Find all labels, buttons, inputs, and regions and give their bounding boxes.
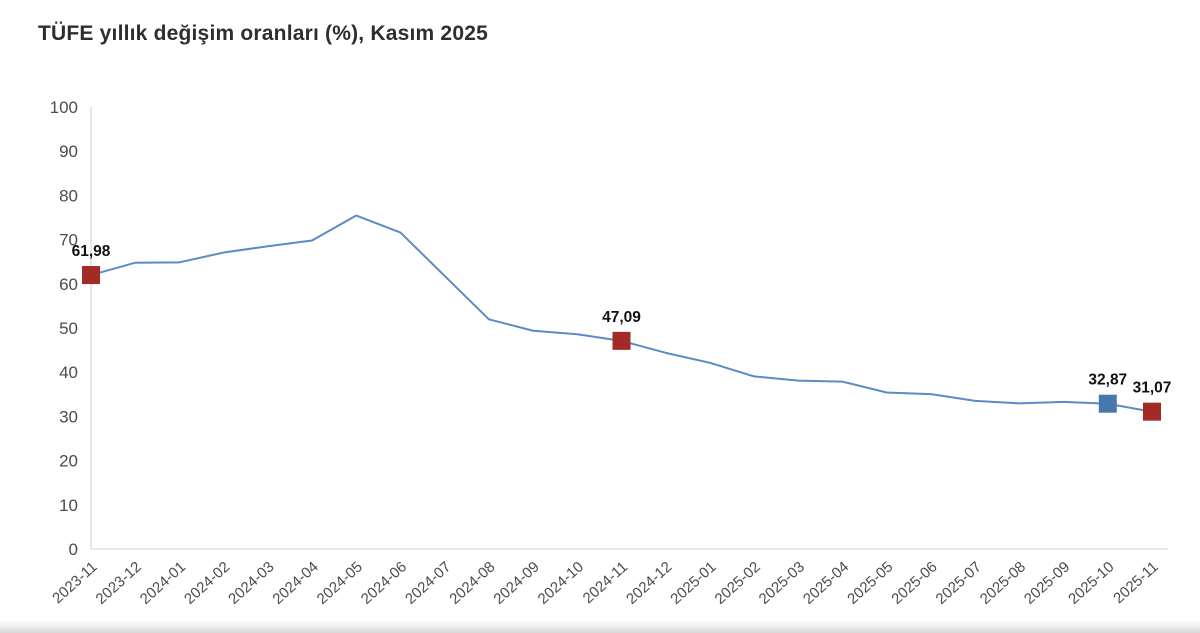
x-tick-label: 2024-07 (402, 558, 454, 607)
data-label: 31,07 (1133, 380, 1172, 397)
data-label: 61,98 (72, 243, 111, 260)
x-tick-label: 2024-03 (225, 558, 277, 607)
y-tick-label: 30 (59, 407, 78, 426)
x-tick-label: 2025-03 (756, 558, 808, 607)
x-tick-label: 2025-01 (667, 558, 719, 607)
y-tick-label: 70 (59, 231, 78, 250)
highlight-marker-red (612, 331, 631, 350)
x-tick-label: 2025-10 (1065, 558, 1117, 607)
data-label: 32,87 (1088, 372, 1127, 389)
x-tick-label: 2024-04 (269, 558, 321, 607)
x-tick-label: 2023-11 (49, 558, 100, 607)
x-tick-label: 2025-11 (1110, 558, 1161, 607)
highlight-marker-blue (1098, 394, 1117, 413)
highlight-marker-red (82, 266, 100, 285)
x-tick-label: 2024-06 (358, 558, 410, 607)
x-tick-label: 2024-09 (490, 558, 542, 607)
x-tick-label: 2025-09 (1021, 558, 1073, 607)
x-tick-label: 2024-10 (535, 558, 587, 607)
y-tick-label: 0 (69, 540, 78, 559)
x-tick-label: 2025-08 (977, 558, 1029, 607)
data-label: 47,09 (602, 309, 641, 326)
x-tick-label: 2024-08 (446, 558, 498, 607)
chart-title: TÜFE yıllık değişim oranları (%), Kasım … (38, 22, 488, 45)
y-tick-label: 90 (59, 142, 78, 161)
x-tick-label: 2025-06 (888, 558, 940, 607)
y-tick-label: 50 (59, 319, 78, 338)
x-tick-label: 2024-11 (580, 558, 631, 607)
y-tick-label: 10 (59, 496, 78, 515)
y-tick-label: 100 (50, 98, 78, 117)
y-tick-label: 40 (59, 363, 78, 382)
y-tick-label: 60 (59, 275, 78, 294)
x-tick-label: 2023-12 (93, 558, 145, 607)
y-tick-label: 20 (59, 452, 78, 471)
x-tick-label: 2024-01 (137, 558, 189, 607)
x-tick-label: 2025-05 (844, 558, 896, 607)
y-tick-label: 80 (59, 186, 78, 205)
x-tick-label: 2025-07 (933, 558, 985, 607)
x-tick-label: 2025-02 (712, 558, 764, 607)
x-tick-label: 2024-12 (623, 558, 675, 607)
x-tick-label: 2024-05 (314, 558, 366, 607)
x-tick-label: 2025-04 (800, 558, 852, 607)
x-tick-label: 2024-02 (181, 558, 233, 607)
highlight-marker-red (1143, 402, 1161, 421)
